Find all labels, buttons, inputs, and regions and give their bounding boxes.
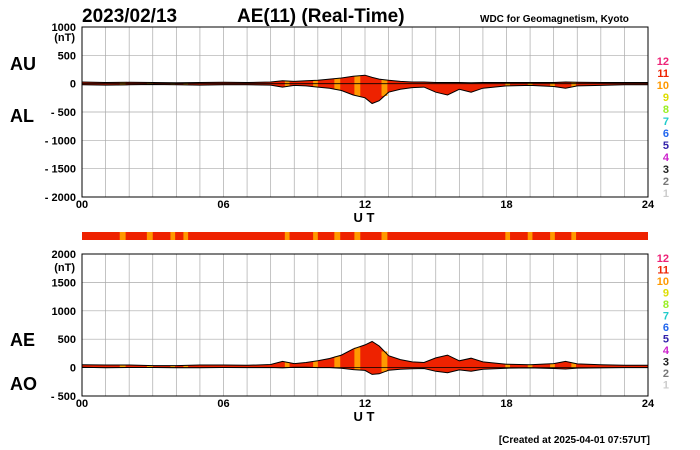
legend-item: 9 (663, 92, 669, 104)
y-tick-label: - 1500 (45, 164, 76, 176)
plot-frame-top (81, 26, 649, 198)
legend-item: 11 (657, 68, 669, 80)
y-tick-label: 1000 (52, 22, 76, 34)
band-alt-stripe (313, 361, 318, 368)
band-alt-stripe (571, 363, 577, 369)
legend-item: 1 (663, 380, 669, 392)
legend-item: 2 (663, 368, 669, 380)
org-name: WDC for Geomagnetism, Kyoto (480, 14, 629, 25)
station-bar-segment (170, 232, 176, 240)
al-label: AL (10, 106, 34, 126)
station-bar-segment (313, 232, 318, 240)
station-bar-segment (571, 232, 577, 240)
x-tick-label: 06 (217, 398, 229, 410)
unit-label-bottom: (nT) (54, 262, 75, 274)
legend-item: 11 (657, 265, 669, 277)
band-alt-stripe (354, 347, 361, 370)
band-alt-stripe (505, 82, 511, 86)
legend-item: 4 (663, 345, 670, 357)
legend-item: 10 (657, 276, 669, 288)
band-alt-stripe (550, 82, 555, 87)
station-bar-segment (119, 232, 126, 240)
legend-item: 6 (663, 322, 669, 334)
legend-item: 2 (663, 176, 669, 188)
y-tick-label: 0 (70, 79, 76, 91)
legend-item: 4 (663, 152, 670, 164)
band-fill-bottom (82, 341, 648, 375)
legend-item: 12 (657, 253, 669, 265)
station-bar-segment (381, 232, 388, 240)
series-line-ae (81, 340, 648, 367)
y-tick-label: 500 (58, 334, 76, 346)
station-bar (82, 232, 648, 240)
unit-label-top: (nT) (54, 32, 75, 44)
x-tick-label: 06 (217, 199, 229, 211)
series-line-al (81, 83, 648, 105)
band-alt-stripe (527, 364, 533, 368)
station-bar-segment (334, 232, 341, 240)
y-tick-label: - 1000 (45, 135, 76, 147)
station-bar-segment (284, 232, 290, 240)
legend-item: 1 (663, 188, 669, 200)
legend-item: 5 (663, 140, 669, 152)
x-tick-label: 24 (642, 398, 655, 410)
band-alt-stripe (354, 75, 361, 96)
y-tick-label: - 500 (51, 391, 76, 403)
created-timestamp: [Created at 2025-04-01 07:57UT] (499, 435, 650, 446)
band-alt-stripe (119, 365, 126, 368)
y-tick-label: - 500 (51, 107, 76, 119)
chart-date: 2023/02/13 (82, 6, 177, 27)
x-axis-title-top: U T (354, 210, 375, 225)
ae-label: AE (10, 330, 35, 350)
station-bar-segment (505, 232, 511, 240)
y-tick-label: 1000 (52, 306, 76, 318)
au-label: AU (10, 54, 36, 74)
station-bar-segment (146, 232, 153, 240)
legend-item: 3 (663, 164, 669, 176)
legend-item: 12 (657, 56, 669, 68)
legend-item: 6 (663, 128, 669, 140)
legend-item: 8 (663, 104, 669, 116)
y-tick-label: 2000 (52, 249, 76, 261)
band-alt-stripe (505, 364, 511, 369)
legend-item: 7 (663, 116, 669, 128)
series-line-au (81, 74, 648, 84)
x-tick-label: 18 (500, 199, 512, 211)
station-bar-segment (527, 232, 533, 240)
band-alt-stripe (170, 365, 176, 368)
legend-item: 10 (657, 80, 669, 92)
x-tick-label: 24 (642, 199, 655, 211)
y-tick-label: 1500 (52, 277, 76, 289)
x-tick-label: 00 (76, 398, 88, 410)
x-tick-label: 12 (359, 199, 371, 211)
band-alt-stripe (571, 82, 577, 87)
plot-frame-bottom (81, 253, 649, 397)
chart-title: AE(11) (Real-Time) (237, 6, 405, 27)
band-alt-stripe (183, 365, 189, 368)
legend-item: 3 (663, 357, 669, 369)
band-alt-stripe (550, 363, 555, 369)
legend-item: 5 (663, 334, 669, 346)
band-fill-top (82, 75, 648, 104)
y-tick-label: 500 (58, 50, 76, 62)
x-tick-label: 12 (359, 398, 371, 410)
station-bar-segment (550, 232, 555, 240)
station-bar-segment (354, 232, 361, 240)
y-tick-label: - 2000 (45, 192, 76, 204)
y-tick-label: 0 (70, 363, 76, 375)
x-axis-title-bottom: U T (354, 409, 375, 424)
legend-item: 8 (663, 299, 669, 311)
legend-item: 9 (663, 288, 669, 300)
x-tick-label: 00 (76, 199, 88, 211)
band-alt-stripe (381, 79, 388, 96)
band-alt-stripe (146, 365, 153, 368)
station-bar-segment (183, 232, 189, 240)
band-alt-stripe (381, 351, 388, 372)
legend-item: 7 (663, 311, 669, 323)
ao-label: AO (10, 374, 37, 394)
band-alt-stripe (284, 362, 290, 368)
x-tick-label: 18 (500, 398, 512, 410)
band-alt-stripe (334, 356, 341, 368)
